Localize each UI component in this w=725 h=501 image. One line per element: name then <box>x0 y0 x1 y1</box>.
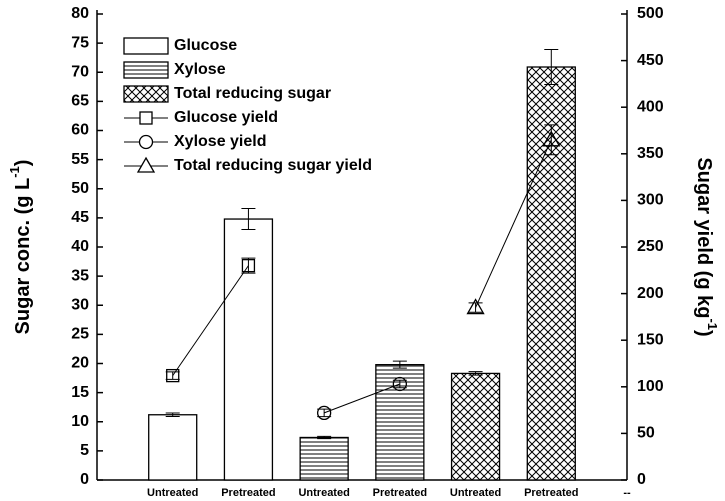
y-tick-label: 60 <box>71 122 89 139</box>
y2-tick-label: 300 <box>637 192 664 209</box>
legend-label: Total reducing sugar <box>174 85 331 102</box>
y-tick-label: 55 <box>71 151 89 168</box>
y2-tick-label: 0 <box>637 471 646 488</box>
y-axis-label: Sugar conc. (g L-1) <box>7 160 34 335</box>
line <box>323 383 401 414</box>
error-bar <box>241 257 256 274</box>
legend-swatch <box>123 61 169 79</box>
legend-marker <box>139 111 153 125</box>
y2-tick-label: 150 <box>637 331 664 348</box>
legend-marker <box>138 134 154 150</box>
legend-swatch <box>123 85 169 103</box>
marker <box>241 258 256 273</box>
line <box>475 139 552 308</box>
y-tick-label: 20 <box>71 355 89 372</box>
legend-label: Xylose yield <box>174 133 267 150</box>
marker <box>542 130 561 147</box>
x-tick-label: Untreated <box>298 487 349 499</box>
y2-tick-label: 100 <box>637 378 664 395</box>
marker <box>316 405 332 421</box>
marker <box>166 368 180 383</box>
y-tick-label: 50 <box>71 180 89 197</box>
y-tick-label: 25 <box>71 326 89 343</box>
error-bar <box>241 208 256 231</box>
y-tick-label: 80 <box>71 5 89 22</box>
bar <box>148 414 198 481</box>
x-tick-label: Pretreated <box>524 487 578 499</box>
x-tick-label: Untreated <box>450 487 501 499</box>
y2-axis-label: Sugar yield (g kg-1) <box>693 157 720 336</box>
x-tick-label: Pretreated <box>221 487 275 499</box>
legend-label: Glucose yield <box>174 109 278 126</box>
x-tick-label: -- <box>623 487 631 499</box>
error-bar <box>468 371 483 376</box>
error-bar <box>468 302 483 313</box>
y2-tick-label: 450 <box>637 52 664 69</box>
y-tick-label: 5 <box>80 442 89 459</box>
y2-tick-label: 500 <box>637 5 664 22</box>
bar <box>299 436 349 481</box>
legend-swatch <box>123 37 169 55</box>
y-tick-label: 65 <box>71 93 89 110</box>
marker <box>392 376 408 392</box>
error-bar <box>317 408 332 418</box>
y-tick-label: 70 <box>71 63 89 80</box>
y2-tick-label: 250 <box>637 238 664 255</box>
y-tick-label: 10 <box>71 413 89 430</box>
y-tick-label: 35 <box>71 267 89 284</box>
y2-tick-label: 350 <box>637 145 664 162</box>
y-tick-label: 75 <box>71 34 89 51</box>
y2-tick-label: 50 <box>637 425 655 442</box>
bar <box>450 372 501 481</box>
error-bar <box>544 49 559 85</box>
y2-tick-label: 400 <box>637 98 664 115</box>
marker <box>466 298 485 315</box>
y-tick-label: 0 <box>80 471 89 488</box>
line <box>172 265 249 376</box>
x-tick-label: Pretreated <box>373 487 427 499</box>
y-tick-label: 45 <box>71 209 89 226</box>
x-tick-label: Untreated <box>147 487 198 499</box>
error-bar <box>165 371 180 380</box>
legend-label: Glucose <box>174 37 237 54</box>
error-bar <box>165 412 180 418</box>
error-bar <box>544 124 559 156</box>
y-tick-label: 40 <box>71 238 89 255</box>
error-bar <box>317 435 332 440</box>
legend-label: Xylose <box>174 61 226 78</box>
legend-label: Total reducing sugar yield <box>174 157 372 174</box>
y-tick-label: 15 <box>71 384 89 401</box>
error-bar <box>392 360 407 369</box>
legend-marker <box>136 156 156 173</box>
y-tick-label: 30 <box>71 296 89 313</box>
y2-tick-label: 200 <box>637 285 664 302</box>
